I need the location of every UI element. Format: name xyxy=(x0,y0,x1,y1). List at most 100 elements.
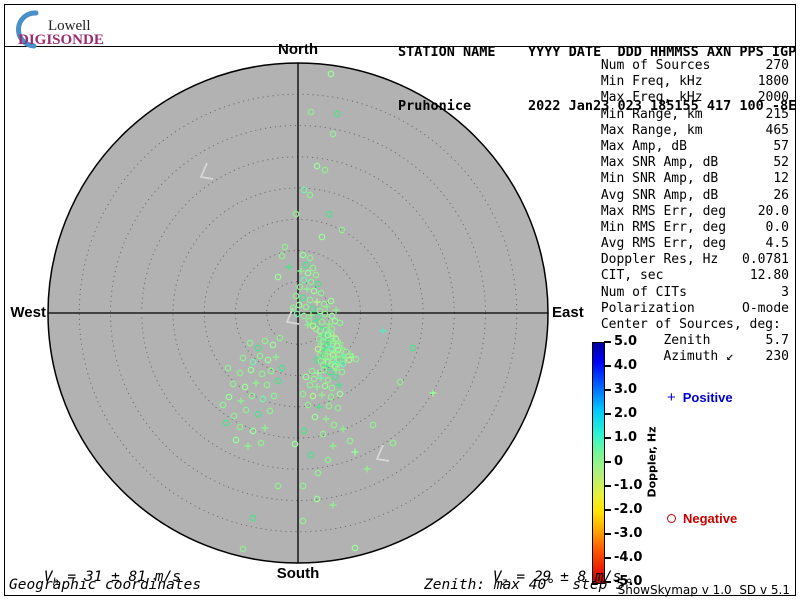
echo-source-point xyxy=(303,285,311,293)
param-value: 465 xyxy=(765,122,789,138)
echo-source-point xyxy=(330,421,338,429)
colorbar-tick-mark xyxy=(604,413,611,415)
echo-source-point xyxy=(299,390,307,398)
echo-source-point xyxy=(285,263,293,271)
echo-source-point xyxy=(314,469,322,477)
param-row: Min Freq, kHz 1800 xyxy=(593,74,789,90)
echo-source-point xyxy=(339,360,347,368)
echo-source-point xyxy=(334,346,342,354)
echo-source-point xyxy=(330,347,338,355)
echo-source-point xyxy=(336,390,344,398)
echo-source-point xyxy=(278,252,286,260)
echo-source-point xyxy=(346,437,354,445)
echo-source-point xyxy=(336,319,344,327)
echo-source-point xyxy=(270,392,278,400)
param-row: Min RMS Err, deg 0.0 xyxy=(593,220,789,236)
legend-positive: + Positive xyxy=(667,390,733,406)
echo-source-point xyxy=(256,352,264,360)
echo-source-point xyxy=(313,495,321,503)
colorbar-tick-label: -3.0 xyxy=(614,525,643,541)
echo-source-point xyxy=(299,251,307,259)
colorbar-tick-mark xyxy=(604,581,611,583)
echo-source-point xyxy=(345,356,353,364)
param-row: Center of Sources, deg: xyxy=(593,317,789,333)
colorbar-axis-label: Doppler, Hz xyxy=(645,426,659,498)
echo-source-point xyxy=(311,413,319,421)
echo-source-point xyxy=(300,276,308,284)
echo-source-point xyxy=(236,423,244,431)
param-value: 230 xyxy=(765,349,789,365)
param-row: Max Amp, dB 57 xyxy=(593,139,789,155)
echo-source-point xyxy=(317,289,325,297)
echo-source-point xyxy=(305,317,313,325)
echo-source-point xyxy=(249,514,257,522)
echo-source-point xyxy=(338,344,346,352)
echo-source-point xyxy=(338,226,346,234)
header-values-line: Pruhonice 2022 Jan23 023 185155 417 100 … xyxy=(398,98,797,114)
echo-source-point xyxy=(329,130,337,138)
echo-source-point xyxy=(302,261,310,269)
echo-source-point xyxy=(308,367,316,375)
colorbar-tick-mark xyxy=(604,533,611,535)
echo-source-point xyxy=(335,381,343,389)
echo-source-point xyxy=(317,374,325,382)
echo-source-point xyxy=(321,310,329,318)
colorbar-tick-label: -4.0 xyxy=(614,549,643,565)
echo-source-point xyxy=(313,356,321,364)
header-separator xyxy=(4,46,795,47)
echo-source-point xyxy=(314,369,322,377)
colorbar-tick-label: -2.0 xyxy=(614,501,643,517)
echo-source-point xyxy=(232,436,240,444)
param-row: Max SNR Amp, dB 52 xyxy=(593,155,789,171)
echo-source-point xyxy=(269,341,277,349)
echo-source-point xyxy=(296,283,304,291)
param-value: 12.80 xyxy=(749,268,789,284)
colorbar-tick-label: 3.0 xyxy=(614,381,638,397)
echo-source-point xyxy=(257,439,265,447)
echo-source-point xyxy=(331,373,339,381)
echo-source-point xyxy=(236,369,244,377)
echo-source-point xyxy=(272,353,280,361)
echo-source-point xyxy=(263,381,271,389)
colorbar-tick-mark xyxy=(604,365,611,367)
legend-negative-label: Negative xyxy=(683,511,738,526)
param-label: Max RMS Err, deg xyxy=(593,203,727,219)
compass-south-label: South xyxy=(276,565,320,582)
colorbar-tick-mark xyxy=(604,437,611,439)
echo-source-point xyxy=(292,292,300,300)
echo-source-point xyxy=(363,465,371,473)
echo-source-point xyxy=(321,382,329,390)
echo-source-point xyxy=(306,191,314,199)
echo-source-point xyxy=(318,233,326,241)
crescent-icon xyxy=(16,10,39,49)
compass-north-label: North xyxy=(278,41,318,58)
drift-direction-mark-icon xyxy=(285,307,300,325)
echo-source-point xyxy=(307,451,315,459)
echo-source-point xyxy=(329,501,337,509)
echo-source-point xyxy=(276,334,284,342)
echo-source-point xyxy=(309,322,317,330)
echo-source-point xyxy=(274,377,282,385)
echo-source-point xyxy=(324,376,332,384)
echo-source-point xyxy=(334,404,342,412)
echo-source-point xyxy=(247,366,255,374)
coordinate-system-label: Geographic coordinates xyxy=(9,577,202,593)
param-label: Polarization xyxy=(593,300,695,316)
doppler-colorbar xyxy=(592,342,605,584)
echo-source-point xyxy=(325,320,333,328)
echo-source-point xyxy=(307,311,315,319)
echo-source-point xyxy=(300,186,308,194)
param-row: Zenith 5.7 xyxy=(593,333,789,349)
param-value: 57 xyxy=(773,138,789,154)
param-label: Min RMS Err, deg xyxy=(593,219,727,235)
echo-source-point xyxy=(409,344,417,352)
echo-source-point xyxy=(300,312,308,320)
param-row: Max Freq, kHz 2000 xyxy=(593,90,789,106)
echo-source-point xyxy=(219,401,227,409)
colorbar-tick-mark xyxy=(604,509,611,511)
echo-source-point xyxy=(281,243,289,251)
circle-marker-icon xyxy=(667,514,676,523)
param-value: 52 xyxy=(773,155,789,171)
echo-source-point xyxy=(342,348,350,356)
